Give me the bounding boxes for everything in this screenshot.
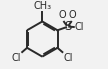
Text: Cl: Cl	[12, 53, 21, 63]
Text: O: O	[59, 10, 67, 20]
Text: O: O	[69, 10, 76, 20]
Text: Cl: Cl	[74, 22, 84, 32]
Text: CH₃: CH₃	[33, 1, 51, 11]
Text: S: S	[64, 20, 71, 33]
Text: Cl: Cl	[63, 53, 73, 63]
